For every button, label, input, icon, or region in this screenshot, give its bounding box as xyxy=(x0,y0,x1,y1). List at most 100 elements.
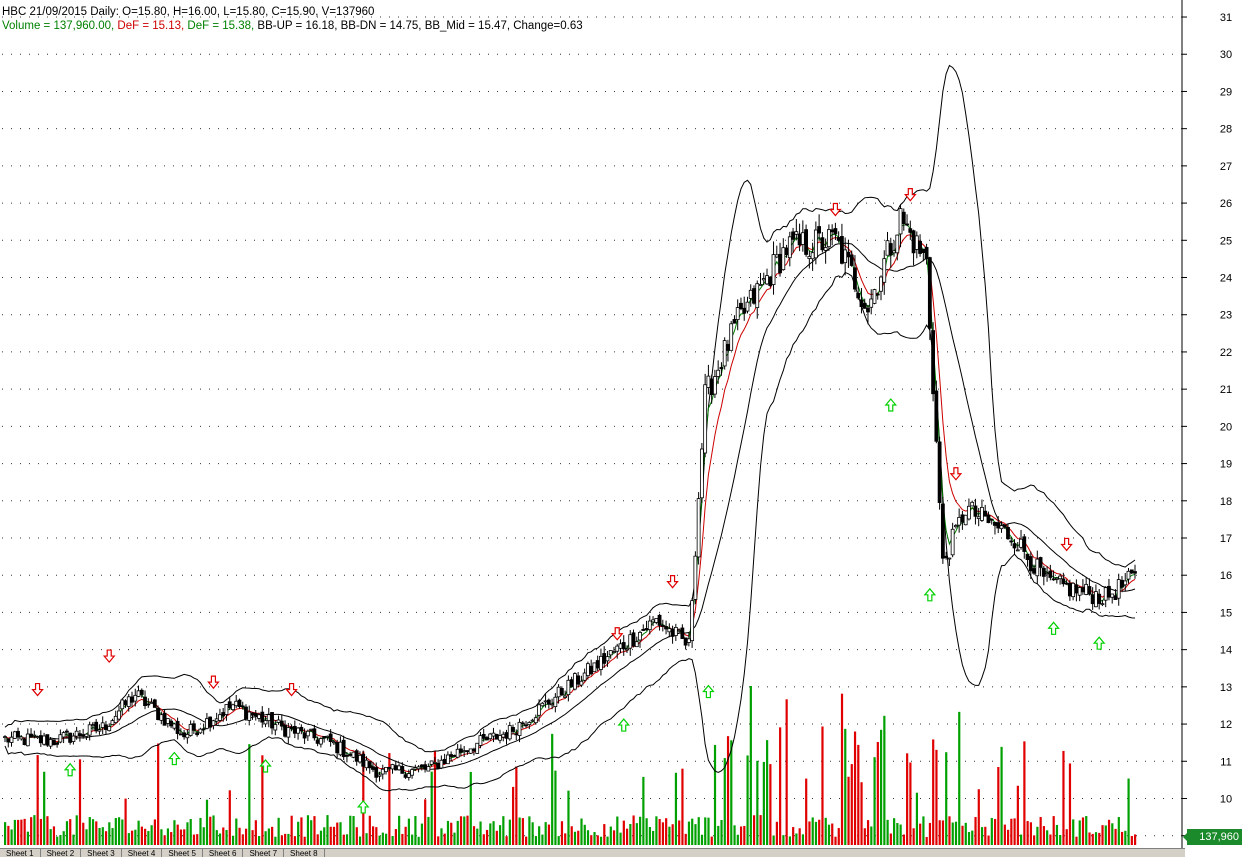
volume-bar xyxy=(179,829,183,845)
candle-body xyxy=(1080,587,1085,593)
volume-bar xyxy=(303,836,306,845)
volume-bar xyxy=(967,832,971,845)
volume-bar xyxy=(101,827,104,845)
candle-body xyxy=(390,764,395,770)
volume-bar xyxy=(417,836,420,845)
candle-body xyxy=(683,637,688,646)
sheet-tab[interactable]: Sheet 2 xyxy=(41,849,82,857)
candle-body xyxy=(188,724,193,736)
sheet-tab[interactable]: Sheet 6 xyxy=(203,849,244,857)
volume-bar xyxy=(915,792,919,845)
tick-label: 31 xyxy=(1220,12,1232,24)
candle-body xyxy=(989,518,994,521)
candle-body xyxy=(787,236,792,259)
volume-bar xyxy=(323,827,326,845)
candle-body xyxy=(892,250,896,254)
volume-bar xyxy=(1114,828,1117,845)
volume-bar xyxy=(567,790,570,845)
candle-body xyxy=(761,278,766,281)
candle-body xyxy=(45,734,50,746)
volume-bar xyxy=(772,835,775,845)
sheet-tab[interactable]: Sheet 5 xyxy=(162,849,203,857)
volume-bar xyxy=(925,836,928,845)
volume-bar xyxy=(235,818,238,845)
candle-body xyxy=(524,724,528,727)
buy-arrow-icon xyxy=(168,751,181,766)
candle-body xyxy=(1061,578,1066,585)
volume-bar xyxy=(163,835,166,845)
candle-body xyxy=(976,516,981,519)
candle-body xyxy=(1087,586,1092,595)
volume-bar xyxy=(616,816,619,845)
volume-bar xyxy=(557,836,560,845)
candle-body xyxy=(260,711,265,723)
candle-body xyxy=(384,766,388,773)
volume-bar xyxy=(225,829,228,845)
candle-body xyxy=(1129,569,1134,574)
sheet-tab[interactable]: Sheet 1 xyxy=(0,849,41,857)
sheet-tab[interactable]: Sheet 7 xyxy=(243,849,285,857)
volume-bar xyxy=(316,834,319,845)
volume-bar xyxy=(411,834,414,845)
candle-body xyxy=(97,729,102,732)
volume-bar xyxy=(238,827,241,845)
volume-bar xyxy=(127,833,130,845)
candle-body xyxy=(416,766,421,770)
candle-body xyxy=(143,696,147,707)
candle-body xyxy=(126,696,131,707)
volume-bar xyxy=(479,821,482,845)
volume-bar xyxy=(678,820,681,845)
candle-body xyxy=(546,699,551,705)
volume-bar xyxy=(287,833,290,845)
candle-body xyxy=(292,725,297,734)
volume-bar xyxy=(805,778,808,845)
candle-body xyxy=(283,724,287,737)
volume-bar xyxy=(46,816,49,845)
sheet-tab[interactable]: Sheet 3 xyxy=(81,849,122,857)
candle-body xyxy=(504,732,509,739)
candle-body xyxy=(32,734,37,737)
volume-bar xyxy=(525,836,528,845)
volume-bar xyxy=(853,731,857,845)
candle-body xyxy=(713,376,717,395)
volume-bar xyxy=(49,829,52,845)
volume-bar xyxy=(505,836,508,845)
volume-bar xyxy=(192,834,196,845)
volume-bar xyxy=(785,699,788,845)
volume-bar xyxy=(117,817,121,845)
volume-bar xyxy=(290,815,293,845)
candle-body xyxy=(537,704,541,716)
candle-body xyxy=(481,734,486,739)
volume-bar xyxy=(847,776,850,845)
candle-body xyxy=(38,735,43,744)
candle-body xyxy=(820,237,825,251)
volume-bar xyxy=(795,833,798,845)
volume-bar xyxy=(889,833,892,845)
volume-bar xyxy=(1134,834,1137,845)
candle-body xyxy=(201,728,206,731)
sell-arrow-icon xyxy=(666,575,679,589)
sheet-tab[interactable]: Sheet 8 xyxy=(284,849,325,857)
volume-bar xyxy=(879,729,883,845)
volume-bar xyxy=(935,749,938,845)
volume-bars xyxy=(4,685,1137,845)
candle-body xyxy=(426,766,431,772)
candle-body xyxy=(377,774,382,777)
volume-bar xyxy=(453,832,456,845)
volume-bar xyxy=(339,822,342,845)
volume-bar xyxy=(733,825,736,845)
indicator-readout-part: BB-UP = 16.18, BB-DN = 14.75, BB_Mid = 1… xyxy=(257,20,583,32)
candle-body xyxy=(905,223,909,226)
volume-bar xyxy=(1052,816,1055,845)
volume-bar xyxy=(632,815,635,845)
candle-body xyxy=(797,233,802,246)
volume-bar xyxy=(300,817,303,845)
volume-bar xyxy=(274,836,277,845)
volume-bar xyxy=(612,830,616,845)
candle-body xyxy=(950,528,955,556)
sheet-tab[interactable]: Sheet 4 xyxy=(122,849,163,857)
candle-body xyxy=(664,626,668,630)
bollinger-bands xyxy=(4,64,1136,792)
volume-bar xyxy=(629,824,632,845)
